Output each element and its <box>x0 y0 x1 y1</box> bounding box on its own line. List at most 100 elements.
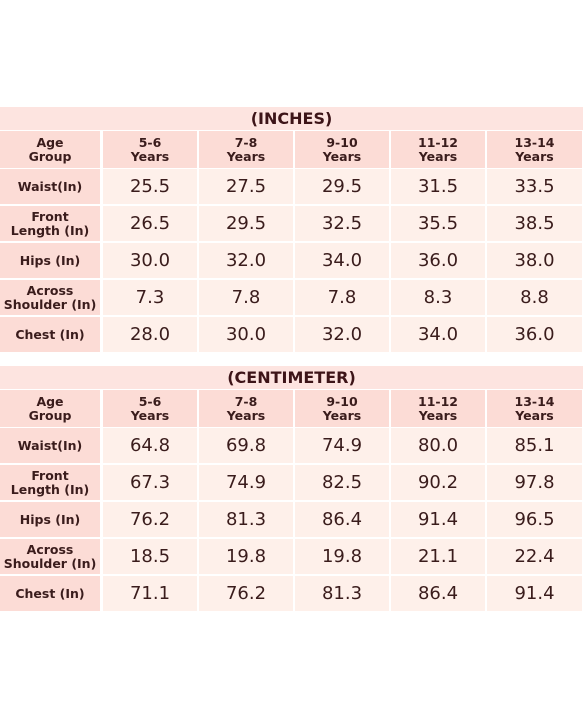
label-line: Hips (In) <box>19 511 81 527</box>
row-label: Hips (In) <box>0 243 100 278</box>
header-line: Years <box>515 407 554 423</box>
value-cell: 32.0 <box>295 317 389 352</box>
header-line: Group <box>28 148 72 164</box>
value-cell: 91.4 <box>391 502 485 537</box>
value-cell: 69.8 <box>199 428 293 463</box>
header-cell: 5-6 Years <box>103 390 197 427</box>
value-cell: 34.0 <box>391 317 485 352</box>
header-line: 13-14 <box>514 393 555 409</box>
value-cell: 26.5 <box>103 206 197 241</box>
header-line: Group <box>28 407 72 423</box>
header-line: Years <box>515 148 554 164</box>
value-cell: 81.3 <box>295 576 389 611</box>
label-line: Across <box>26 541 74 557</box>
header-line: 7-8 <box>234 393 258 409</box>
value-cell: 96.5 <box>487 502 582 537</box>
value-cell: 29.5 <box>199 206 293 241</box>
label-line: Shoulder (In) <box>3 296 97 312</box>
value-cell: 36.0 <box>487 317 582 352</box>
header-cell: Age Group <box>0 390 100 427</box>
value-cell: 36.0 <box>391 243 485 278</box>
header-line: 5-6 <box>138 134 162 150</box>
header-cell: Age Group <box>0 131 100 168</box>
value-cell: 74.9 <box>199 465 293 500</box>
value-cell: 30.0 <box>199 317 293 352</box>
header-cell: 7-8 Years <box>199 390 293 427</box>
row-label: Chest (In) <box>0 576 100 611</box>
value-cell: 28.0 <box>103 317 197 352</box>
value-cell: 64.8 <box>103 428 197 463</box>
value-cell: 27.5 <box>199 169 293 204</box>
header-line: 13-14 <box>514 134 555 150</box>
header-line: 11-12 <box>418 134 458 150</box>
value-cell: 97.8 <box>487 465 582 500</box>
value-cell: 76.2 <box>103 502 197 537</box>
value-cell: 38.5 <box>487 206 582 241</box>
value-cell: 81.3 <box>199 502 293 537</box>
value-cell: 18.5 <box>103 539 197 574</box>
header-line: Years <box>322 407 362 423</box>
value-cell: 86.4 <box>295 502 389 537</box>
row-label: Across Shoulder (In) <box>0 539 100 574</box>
value-cell: 32.5 <box>295 206 389 241</box>
value-cell: 7.3 <box>103 280 197 315</box>
row-label: Hips (In) <box>0 502 100 537</box>
header-line: 9-10 <box>326 134 358 150</box>
value-cell: 21.1 <box>391 539 485 574</box>
header-cell: 9-10 Years <box>295 390 389 427</box>
label-line: Across <box>26 282 74 298</box>
row-label: Front Length (In) <box>0 465 100 500</box>
label-line: Front <box>31 208 69 224</box>
row-label: Front Length (In) <box>0 206 100 241</box>
header-line: Age <box>36 393 64 409</box>
header-line: 5-6 <box>138 393 162 409</box>
header-line: 7-8 <box>234 134 258 150</box>
row-label: Across Shoulder (In) <box>0 280 100 315</box>
value-cell: 19.8 <box>295 539 389 574</box>
header-line: Years <box>226 407 266 423</box>
header-cell: 11-12 Years <box>391 131 485 168</box>
header-cell: 9-10 Years <box>295 131 389 168</box>
label-line: Chest (In) <box>15 326 85 342</box>
header-line: Years <box>130 407 170 423</box>
header-cell: 13-14 Years <box>487 390 582 427</box>
value-cell: 8.8 <box>487 280 582 315</box>
label-line: Length (In) <box>10 222 90 238</box>
header-line: Years <box>226 148 266 164</box>
header-cell: 7-8 Years <box>199 131 293 168</box>
value-cell: 7.8 <box>199 280 293 315</box>
value-cell: 67.3 <box>103 465 197 500</box>
value-cell: 8.3 <box>391 280 485 315</box>
value-cell: 38.0 <box>487 243 582 278</box>
value-cell: 76.2 <box>199 576 293 611</box>
value-cell: 34.0 <box>295 243 389 278</box>
value-cell: 25.5 <box>103 169 197 204</box>
row-label: Waist(In) <box>0 428 100 463</box>
value-cell: 91.4 <box>487 576 582 611</box>
header-line: 11-12 <box>418 393 458 409</box>
value-cell: 85.1 <box>487 428 582 463</box>
value-cell: 74.9 <box>295 428 389 463</box>
value-cell: 19.8 <box>199 539 293 574</box>
header-cell: 11-12 Years <box>391 390 485 427</box>
header-line: Years <box>418 148 458 164</box>
value-cell: 90.2 <box>391 465 485 500</box>
value-cell: 33.5 <box>487 169 582 204</box>
label-line: Front <box>31 467 69 483</box>
label-line: Waist(In) <box>17 437 83 453</box>
header-cell: 13-14 Years <box>487 131 582 168</box>
label-line: Length (In) <box>10 481 90 497</box>
value-cell: 86.4 <box>391 576 485 611</box>
header-line: Years <box>130 148 170 164</box>
value-cell: 71.1 <box>103 576 197 611</box>
header-cell: 5-6 Years <box>103 131 197 168</box>
header-line: Age <box>36 134 64 150</box>
value-cell: 82.5 <box>295 465 389 500</box>
header-line: Years <box>418 407 458 423</box>
table-title: (CENTIMETER) <box>0 366 583 389</box>
label-line: Chest (In) <box>15 585 85 601</box>
value-cell: 31.5 <box>391 169 485 204</box>
header-line: Years <box>322 148 362 164</box>
label-line: Waist(In) <box>17 178 83 194</box>
